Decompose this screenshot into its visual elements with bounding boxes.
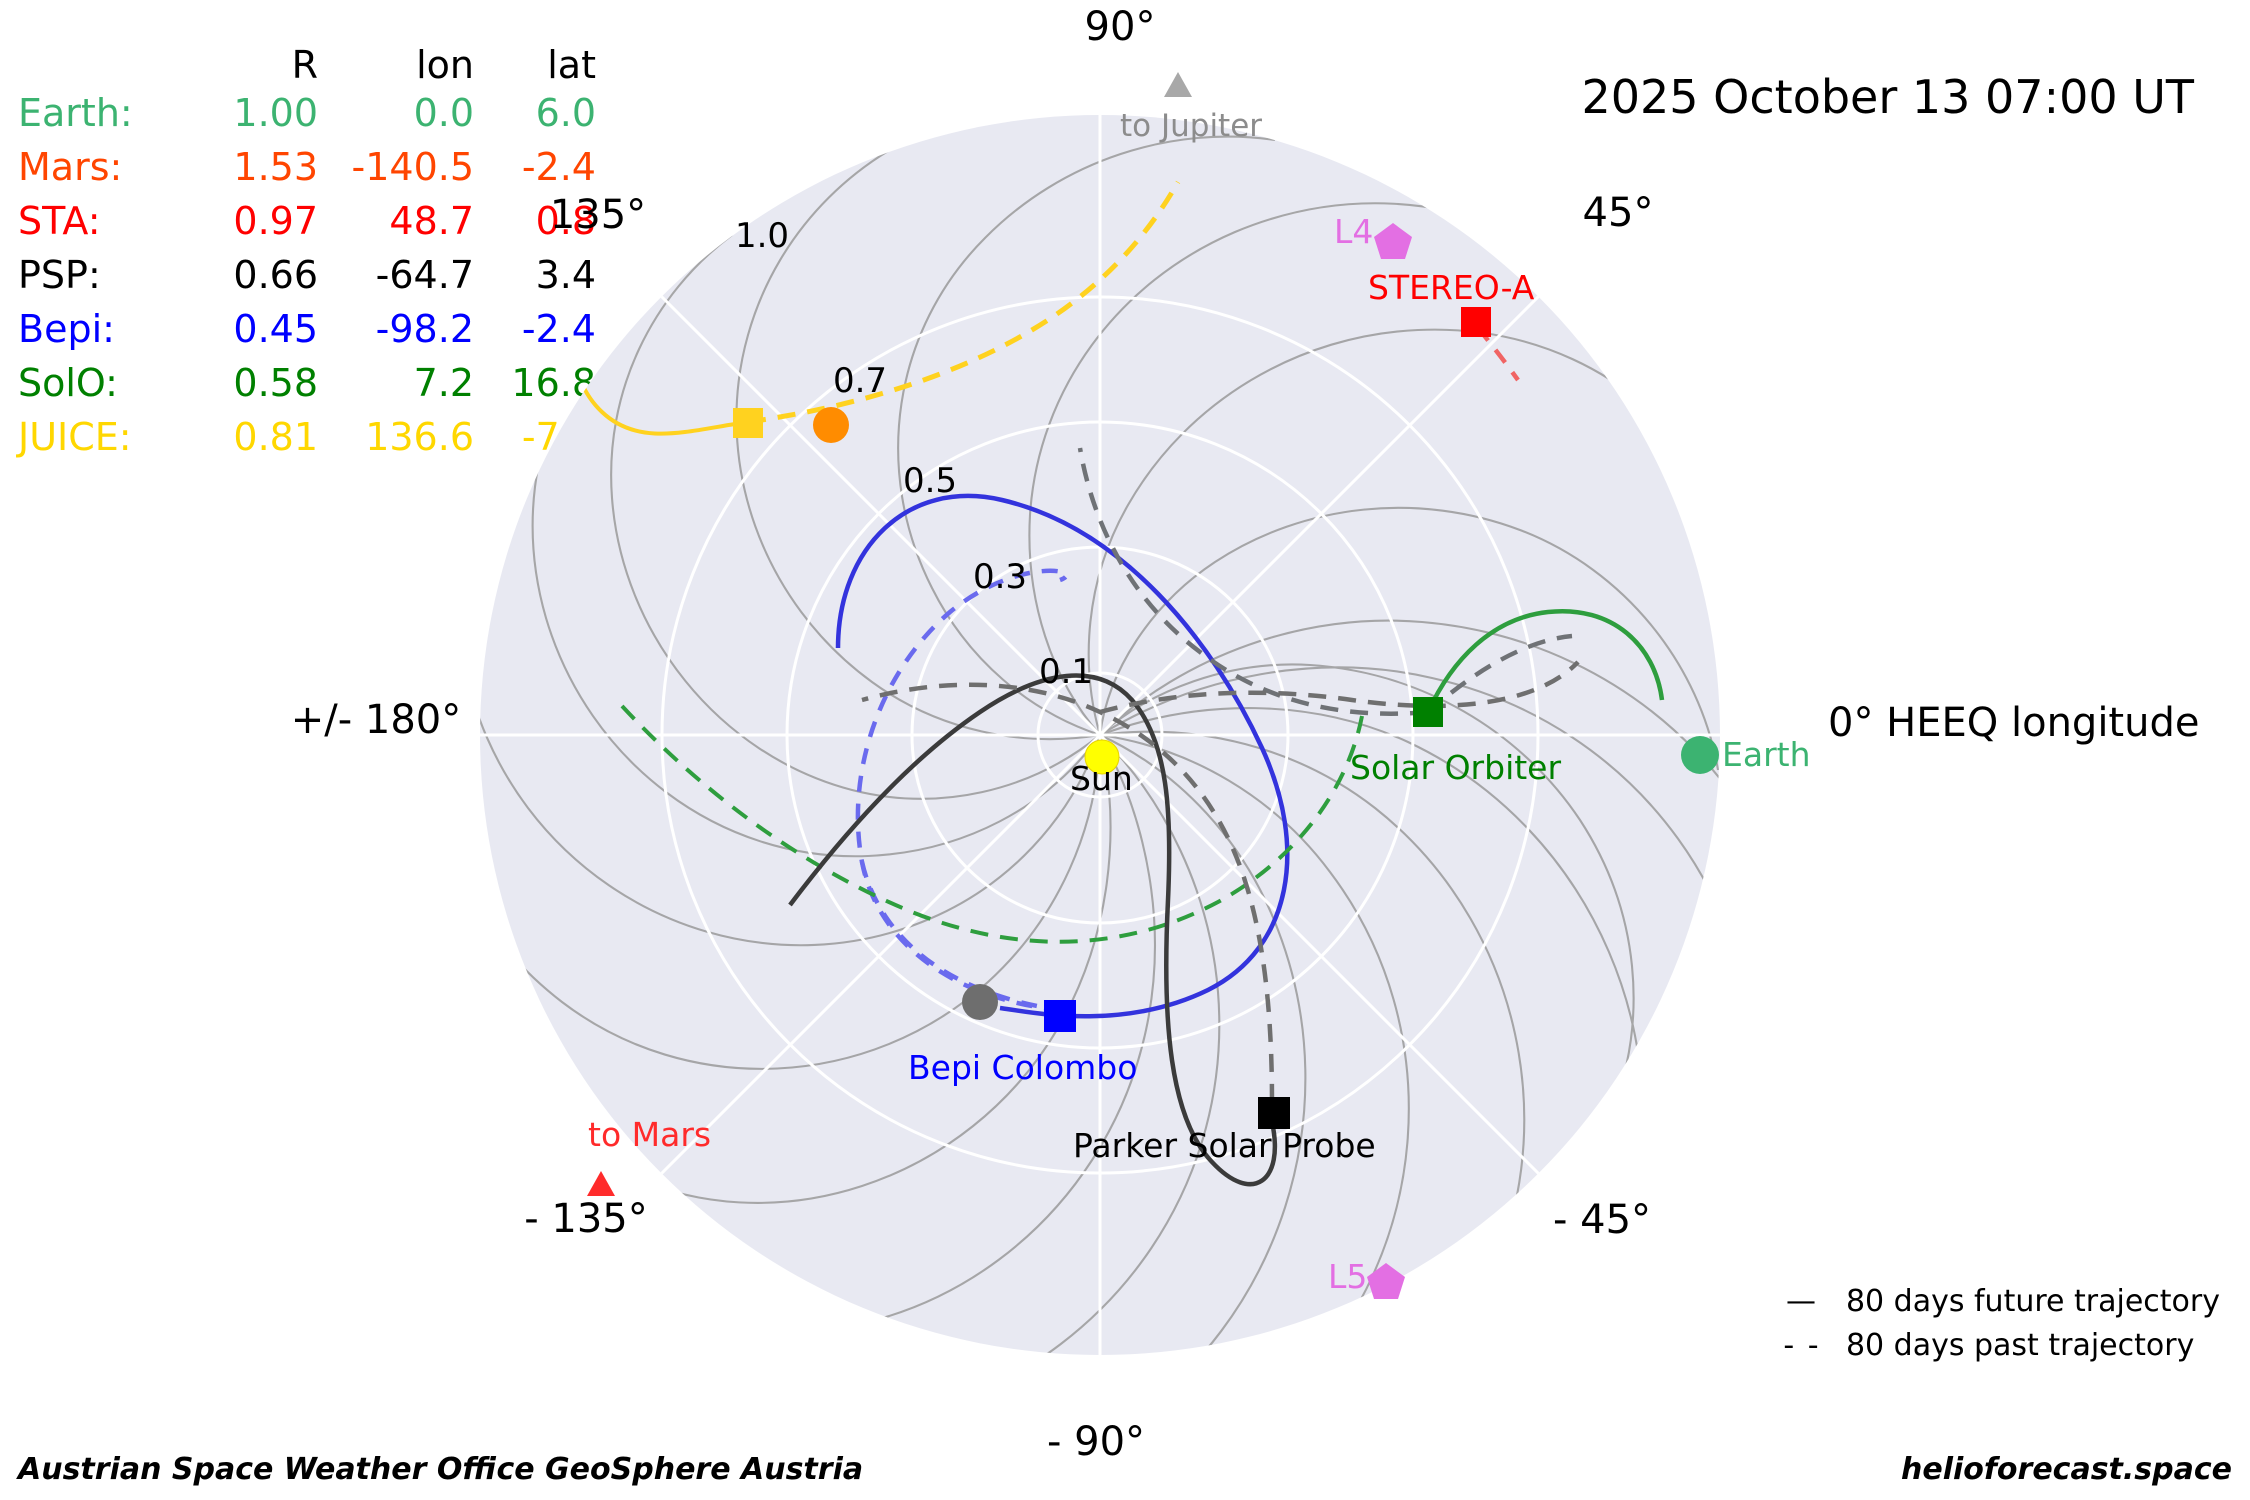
legend-row-future: — 80 days future trajectory bbox=[1780, 1280, 2220, 1324]
solid-line-icon: — bbox=[1785, 1284, 1818, 1319]
table-row: STA: 0.97 48.7 0.8 bbox=[18, 194, 600, 248]
cell-lat: -2.4 bbox=[521, 145, 596, 189]
solar-orbiter-past-trajectory bbox=[1077, 447, 1429, 716]
to-mars-marker[interactable] bbox=[587, 1171, 615, 1196]
radial-tick-0: 1.0 bbox=[735, 216, 789, 256]
table-header-row: R lon lat bbox=[18, 38, 600, 86]
cell-name: Mars: bbox=[18, 145, 123, 189]
cell-r: 0.81 bbox=[233, 415, 318, 459]
l4-label: L4 bbox=[1334, 212, 1373, 251]
cell-name: SolO: bbox=[18, 361, 118, 405]
angle-tick-5: - 45° bbox=[1553, 1197, 1651, 1243]
cell-name: Bepi: bbox=[18, 307, 115, 351]
table-body: Earth: 1.00 0.0 6.0 Mars: 1.53 -140.5 -2.4 STA: 0… bbox=[18, 86, 600, 464]
heeq-longitude-label: 0° HEEQ longitude bbox=[1828, 700, 2200, 746]
radial-tick-4: 0.1 bbox=[1039, 652, 1093, 692]
table-row: PSP: 0.66 -64.7 3.4 bbox=[18, 248, 600, 302]
cell-lon: 7.2 bbox=[413, 361, 474, 405]
bepi-past-trajectory bbox=[855, 568, 1069, 1013]
bepi-marker[interactable] bbox=[1044, 1000, 1076, 1032]
earth-label: Earth bbox=[1722, 735, 1811, 774]
cell-lon: -98.2 bbox=[375, 307, 474, 351]
table-row: Mars: 1.53 -140.5 -2.4 bbox=[18, 140, 600, 194]
cell-name: JUICE: bbox=[18, 415, 132, 459]
header-lon: lon bbox=[416, 43, 474, 87]
juice-marker[interactable] bbox=[733, 408, 763, 438]
bepi-past-trajectory-2 bbox=[859, 861, 1061, 1013]
solar-orbiter-marker[interactable] bbox=[1413, 697, 1443, 727]
cell-r: 1.53 bbox=[233, 145, 318, 189]
angle-tick-2: 135° bbox=[550, 192, 646, 238]
cell-lat: -2.4 bbox=[521, 307, 596, 351]
angle-tick-4: - 135° bbox=[524, 1196, 648, 1242]
cell-lon: 136.6 bbox=[365, 415, 474, 459]
legend-future-label: 80 days future trajectory bbox=[1845, 1284, 2220, 1319]
radial-tick-labels: 1.0 0.7 0.5 0.3 0.1 bbox=[735, 216, 1093, 692]
l4-marker[interactable] bbox=[1374, 223, 1412, 259]
dashed-line-icon: - - bbox=[1783, 1327, 1821, 1363]
angle-tick-3: +/- 180° bbox=[291, 697, 462, 743]
positions-table: R lon lat Earth: 1.00 0.0 6.0 Mars: 1.53 -140.… bbox=[18, 38, 600, 464]
header-r: R bbox=[291, 43, 318, 87]
cell-r: 0.97 bbox=[233, 199, 318, 243]
cell-name: PSP: bbox=[18, 253, 101, 297]
radial-tick-3: 0.3 bbox=[973, 557, 1027, 597]
l5-label: L5 bbox=[1328, 1257, 1367, 1296]
angle-tick-labels: 90° 45° 135° +/- 180° - 135° - 45° - 90° bbox=[291, 4, 1654, 1465]
cell-lat: 3.4 bbox=[535, 253, 596, 297]
sun-marker[interactable] bbox=[1084, 739, 1120, 775]
sun-label: Sun bbox=[1070, 759, 1133, 798]
cell-r: 1.00 bbox=[233, 91, 318, 135]
table-row: Bepi: 0.45 -98.2 -2.4 bbox=[18, 302, 600, 356]
footer-website[interactable]: helioforecast.space bbox=[1900, 1452, 2232, 1487]
cell-lat: 0.8 bbox=[535, 199, 596, 243]
cell-lat: 6.0 bbox=[535, 91, 596, 135]
psp-label: Parker Solar Probe bbox=[1073, 1126, 1376, 1165]
angle-tick-6: - 90° bbox=[1047, 1419, 1145, 1465]
legend-row-past: - - 80 days past trajectory bbox=[1780, 1324, 2220, 1368]
solar-orbiter-orbit-dashed bbox=[620, 704, 1364, 944]
psp-past-trajectory bbox=[861, 682, 1275, 1103]
stereo-a-label: STEREO-A bbox=[1368, 268, 1535, 307]
radial-tick-1: 0.7 bbox=[833, 361, 887, 401]
to-mars-label: to Mars bbox=[588, 1115, 711, 1154]
stereo-a-marker[interactable] bbox=[1461, 307, 1491, 337]
page-title: 2025 October 13 07:00 UT bbox=[1581, 70, 2194, 124]
header-lat: lat bbox=[547, 43, 596, 87]
cell-lon: 48.7 bbox=[389, 199, 474, 243]
table-row: Earth: 1.00 0.0 6.0 bbox=[18, 86, 600, 140]
legend-past-label: 80 days past trajectory bbox=[1845, 1327, 2195, 1363]
bepi-label: Bepi Colombo bbox=[908, 1048, 1137, 1087]
cell-lon: -140.5 bbox=[351, 145, 475, 189]
solar-orbiter-future-trajectory bbox=[1425, 608, 1665, 713]
psp-marker[interactable] bbox=[1258, 1097, 1290, 1129]
mercury-marker[interactable] bbox=[962, 984, 998, 1020]
cell-name: STA: bbox=[18, 199, 101, 243]
mars-marker[interactable] bbox=[813, 407, 849, 443]
solar-orbiter-label: Solar Orbiter bbox=[1350, 748, 1561, 787]
angle-tick-1: 45° bbox=[1583, 190, 1654, 236]
cell-r: 0.66 bbox=[233, 253, 318, 297]
psp-past-trajectory-2 bbox=[1099, 660, 1580, 715]
earth-marker[interactable] bbox=[1681, 736, 1719, 774]
cell-r: 0.58 bbox=[233, 361, 318, 405]
to-jupiter-label: to Jupiter bbox=[1120, 108, 1262, 144]
polar-grid-spokes bbox=[480, 115, 1720, 1355]
bepi-future-trajectory bbox=[835, 493, 1290, 1019]
cell-name: Earth: bbox=[18, 91, 133, 135]
table-row: SolO: 0.58 7.2 16.8 bbox=[18, 356, 600, 410]
cell-lon: -64.7 bbox=[375, 253, 474, 297]
juice-past-trajectory bbox=[747, 180, 1181, 425]
cell-lon: 0.0 bbox=[413, 91, 474, 135]
angle-tick-0: 90° bbox=[1085, 4, 1156, 50]
footer-attribution: Austrian Space Weather Office GeoSphere … bbox=[18, 1452, 864, 1487]
psp-future-trajectory bbox=[788, 673, 1278, 1187]
cell-r: 0.45 bbox=[233, 307, 318, 351]
to-jupiter-marker[interactable] bbox=[1164, 72, 1192, 97]
l5-marker[interactable] bbox=[1367, 1263, 1405, 1299]
radial-tick-2: 0.5 bbox=[903, 461, 957, 501]
solar-orbiter-past-trajectory-2 bbox=[1426, 633, 1573, 714]
trajectory-legend: — 80 days future trajectory - - 80 days … bbox=[1780, 1280, 2220, 1367]
